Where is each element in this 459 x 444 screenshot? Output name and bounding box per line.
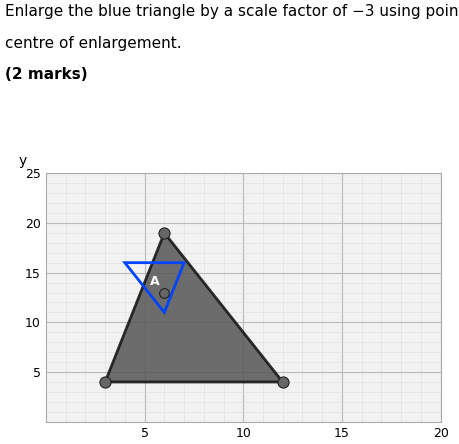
- Text: y: y: [18, 154, 26, 168]
- Polygon shape: [105, 233, 283, 382]
- Text: Enlarge the blue triangle by a scale factor of −3 using point A as t’: Enlarge the blue triangle by a scale fac…: [5, 4, 459, 20]
- X-axis label: x: x: [239, 441, 247, 444]
- Text: (2 marks): (2 marks): [5, 67, 87, 82]
- Text: centre of enlargement.: centre of enlargement.: [5, 36, 181, 51]
- Text: A: A: [150, 274, 159, 288]
